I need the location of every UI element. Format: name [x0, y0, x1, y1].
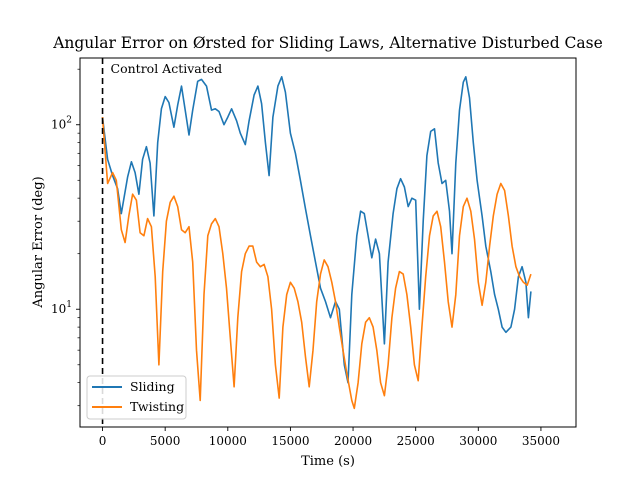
y-tick-label: 102	[51, 116, 72, 132]
y-axis: 101 102	[51, 68, 80, 407]
legend: Sliding Twisting	[86, 375, 187, 420]
legend-label-twisting: Twisting	[130, 399, 184, 414]
x-tick-label: 15000	[271, 434, 309, 448]
x-tick-label: 5000	[150, 434, 181, 448]
x-tick-label: 30000	[459, 434, 497, 448]
x-axis: 0 5000 10000 15000 20000 25000 30000 35000	[99, 427, 560, 448]
x-tick-label: 25000	[397, 434, 435, 448]
plot-area	[79, 57, 577, 428]
x-tick-label: 0	[99, 434, 107, 448]
y-axis-label: Angular Error (deg)	[31, 176, 46, 308]
x-axis-label: Time (s)	[301, 454, 355, 469]
x-tick-label: 35000	[522, 434, 560, 448]
x-tick-label: 10000	[209, 434, 247, 448]
legend-label-sliding: Sliding	[130, 379, 175, 394]
chart-title: Angular Error on Ørsted for Sliding Laws…	[52, 34, 603, 52]
series-line-sliding	[101, 76, 532, 384]
y-tick-label: 101	[51, 300, 72, 316]
series-line-twisting	[101, 117, 532, 410]
x-tick-label: 20000	[334, 434, 372, 448]
plot-frame	[79, 57, 577, 428]
control-activated-annotation: Control Activated	[111, 61, 223, 76]
